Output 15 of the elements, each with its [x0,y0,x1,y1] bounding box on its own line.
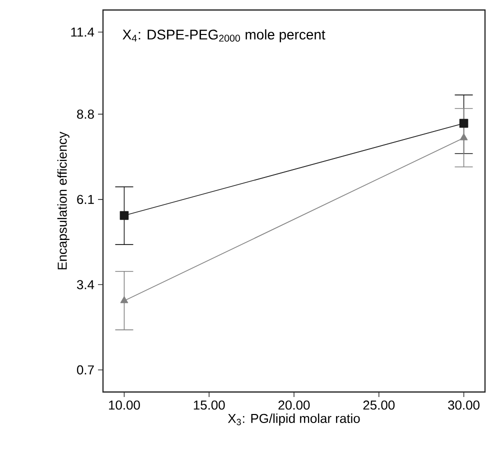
x-tick-label: 15.00 [194,400,225,410]
x-tick-label: 20.00 [278,400,310,410]
x-axis-title: X$_{3}$: PG/lipid molar ratio [228,414,360,426]
y-tick-label: 8.8 [77,110,94,119]
x-tick-label: 30.00 [448,400,480,410]
text: X$_{4}$: DSPE-PEG$_{2000}$ mole percent [122,29,326,42]
point [459,118,468,128]
y-tick-label: 11.4 [71,28,94,37]
x-tick-label: 10.00 [109,400,140,410]
y-tick-label: 3.4 [76,280,94,290]
point [120,211,129,220]
y-axis-title: Encapsulation efficiency [57,132,70,270]
y-tick-label: 0.7 [76,365,94,374]
y-tick-label: 6.1 [77,194,94,204]
x-tick-label: 25.00 [363,400,395,410]
